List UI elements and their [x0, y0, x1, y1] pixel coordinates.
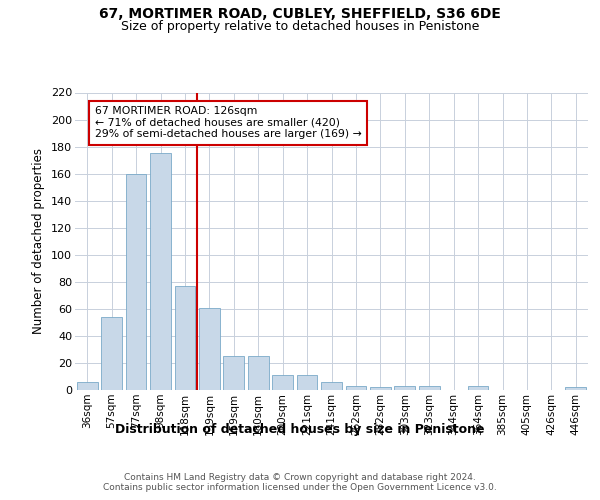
Y-axis label: Number of detached properties: Number of detached properties — [32, 148, 46, 334]
Bar — [125, 174, 146, 390]
Bar — [346, 386, 367, 390]
Bar — [467, 386, 488, 390]
Text: Contains HM Land Registry data © Crown copyright and database right 2024.
Contai: Contains HM Land Registry data © Crown c… — [103, 472, 497, 492]
Bar — [272, 375, 293, 390]
Bar — [223, 356, 244, 390]
Bar — [370, 388, 391, 390]
Bar — [321, 382, 342, 390]
Bar — [77, 382, 98, 390]
Text: 67, MORTIMER ROAD, CUBLEY, SHEFFIELD, S36 6DE: 67, MORTIMER ROAD, CUBLEY, SHEFFIELD, S3… — [99, 8, 501, 22]
Bar — [565, 388, 586, 390]
Text: 67 MORTIMER ROAD: 126sqm
← 71% of detached houses are smaller (420)
29% of semi-: 67 MORTIMER ROAD: 126sqm ← 71% of detach… — [95, 106, 361, 139]
Bar — [296, 375, 317, 390]
Bar — [199, 308, 220, 390]
Bar — [419, 386, 440, 390]
Text: Size of property relative to detached houses in Penistone: Size of property relative to detached ho… — [121, 20, 479, 33]
Bar — [150, 154, 171, 390]
Bar — [175, 286, 196, 390]
Bar — [248, 356, 269, 390]
Bar — [101, 317, 122, 390]
Text: Distribution of detached houses by size in Penistone: Distribution of detached houses by size … — [115, 422, 485, 436]
Bar — [394, 386, 415, 390]
